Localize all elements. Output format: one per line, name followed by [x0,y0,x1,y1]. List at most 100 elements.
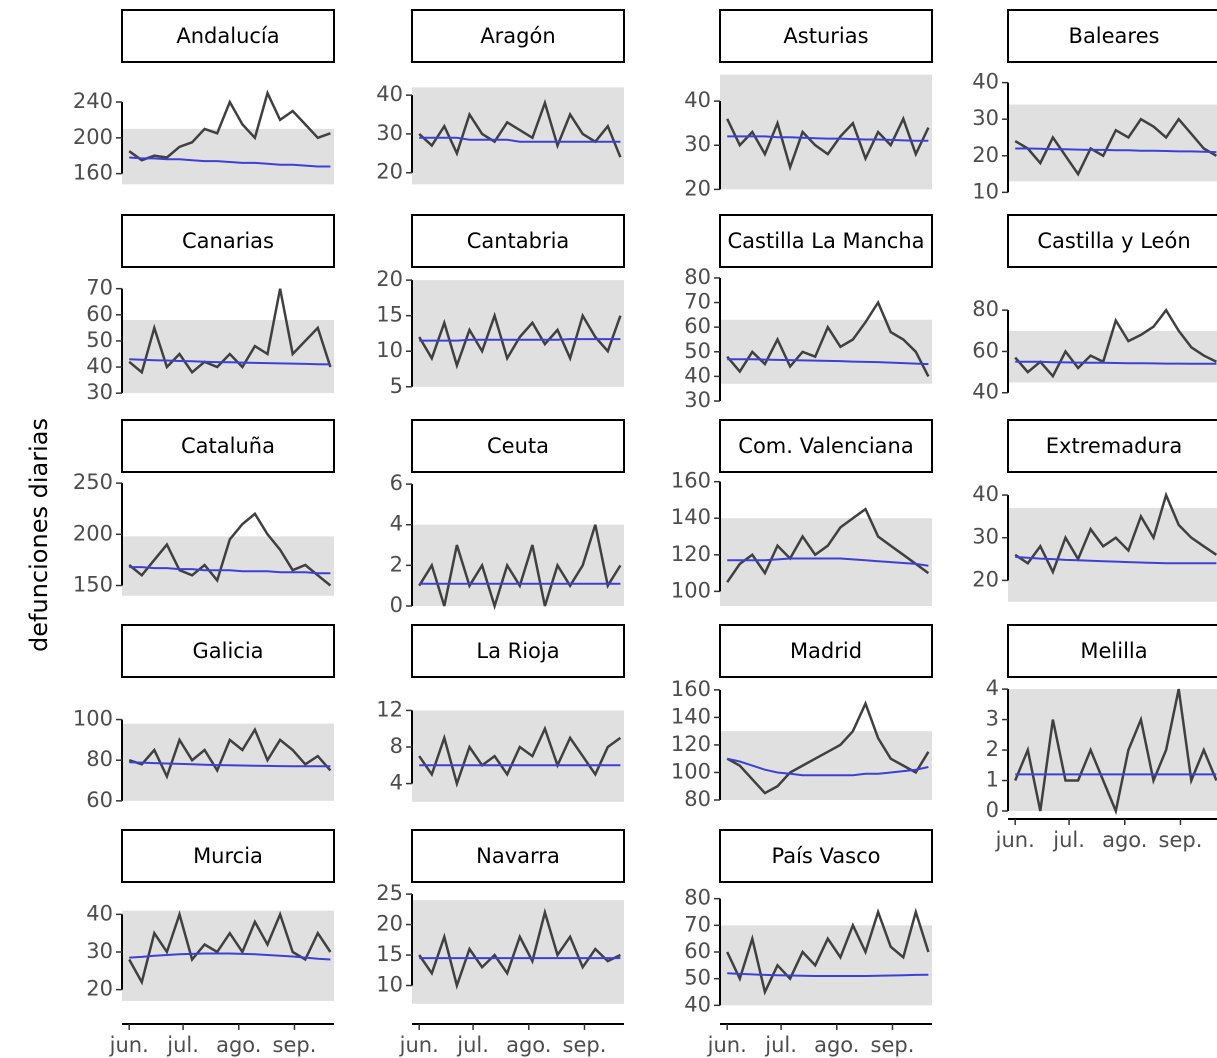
x-tick-label: jun. [399,1033,439,1057]
y-tick-label: 30 [86,380,113,404]
x-tick-label: jul. [1052,828,1085,852]
y-tick-label: 140 [671,505,711,529]
panel-title: País Vasco [772,844,881,868]
observed-line [418,907,621,990]
panel-title: Murcia [193,844,263,868]
expected-line [419,338,621,342]
y-tick-label: 60 [86,788,113,812]
observed-line [418,311,622,370]
y-tick-label: 120 [671,732,711,756]
y-tick-label: 8 [390,734,403,758]
panel-title: Aragón [480,24,555,48]
strip-box [121,214,335,268]
y-tick-label: 10 [972,179,999,203]
y-tick-label: 50 [86,328,113,352]
confidence-band [1008,104,1217,182]
x-tick-label: sep. [1159,828,1203,852]
y-tick-label: 70 [684,290,711,314]
x-tick-label: jul. [456,1033,489,1057]
strip-box [121,829,335,883]
expected-line [1015,360,1217,365]
strip-box [411,624,625,678]
strip-box [121,419,335,473]
panel-title: Castilla y León [1037,229,1190,253]
confidence-band [1008,330,1217,383]
strip-box [411,419,625,473]
observed-line [726,507,930,583]
y-tick-label: 20 [972,567,999,591]
x-tick-label: ago. [814,1033,859,1057]
y-tick-label: 10 [376,338,403,362]
panel-title: Andalucía [176,24,279,48]
strip-box [1007,624,1217,678]
observed-line [128,288,332,375]
y-tick-label: 4 [390,771,403,795]
y-tick-label: 250 [73,470,113,494]
y-tick-label: 25 [376,881,403,905]
strip-box [1007,214,1217,268]
y-tick-label: 100 [671,759,711,783]
strip-box [411,9,625,63]
panel-title: Asturias [783,24,868,48]
y-tick-label: 100 [671,578,711,602]
observed-line [726,700,930,795]
panel-title: Extremadura [1046,434,1183,458]
strip-box [719,419,933,473]
expected-line [726,757,929,777]
strip-box [719,214,933,268]
y-tick-label: 80 [86,747,113,771]
y-tick-label: 40 [86,354,113,378]
y-tick-label: 70 [86,276,113,300]
y-tick-label: 12 [376,697,403,721]
observed-line [1014,491,1217,576]
x-tick-label: jul. [764,1033,797,1057]
expected-line [1015,147,1217,154]
y-tick-label: 20 [684,176,711,200]
panel-title: Galicia [192,639,263,663]
y-tick-label: 5 [390,374,403,398]
y-tick-label: 2 [986,737,999,761]
y-tick-label: 50 [684,339,711,363]
y-tick-label: 2 [390,552,403,576]
x-tick-label: jun. [109,1033,149,1057]
observed-line [418,98,622,158]
y-tick-label: 3 [986,707,999,731]
expected-line [727,358,929,366]
y-tick-label: 15 [376,942,403,966]
expected-line [129,358,331,366]
observed-line [128,89,331,162]
y-tick-label: 40 [376,82,403,106]
strip-box [719,624,933,678]
strip-box [719,9,933,63]
observed-line [1014,307,1217,379]
confidence-band [1008,507,1217,602]
strip-box [1007,419,1217,473]
panel-title: Ceuta [487,434,549,458]
y-tick-label: 80 [684,787,711,811]
x-tick-label: jun. [707,1033,747,1057]
strip-box [1007,9,1217,63]
y-tick-label: 30 [684,388,711,412]
y-tick-label: 240 [73,89,113,113]
observed-line [128,726,332,780]
panel-title: Castilla La Mancha [727,229,924,253]
observed-line [1014,688,1217,816]
y-tick-label: 70 [684,912,711,936]
y-tick-label: 40 [684,992,711,1016]
y-tick-label: 120 [671,542,711,566]
y-tick-label: 30 [972,525,999,549]
y-tick-label: 40 [684,88,711,112]
y-tick-label: 0 [986,798,999,822]
strip-box [719,829,933,883]
y-tick-label: 20 [376,267,403,291]
expected-line [129,952,331,961]
panel-title: Baleares [1069,24,1160,48]
y-tick-label: 15 [376,303,403,327]
expected-line [129,156,331,168]
expected-line [419,136,621,143]
y-tick-label: 30 [376,121,403,145]
confidence-band [1008,689,1217,811]
y-tick-label: 30 [684,132,711,156]
y-tick-label: 60 [972,338,999,362]
y-tick-label: 40 [684,363,711,387]
